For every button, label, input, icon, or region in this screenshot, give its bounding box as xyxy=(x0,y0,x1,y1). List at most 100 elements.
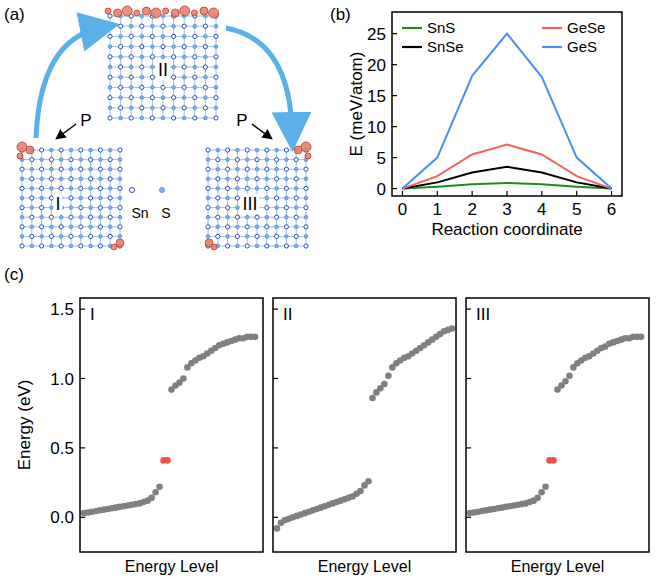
series-line xyxy=(402,145,611,189)
sn-atom xyxy=(275,177,279,181)
label-patch xyxy=(53,194,62,214)
legend-label: SnSe xyxy=(427,38,464,55)
s-atom xyxy=(30,187,34,191)
s-atom xyxy=(20,215,24,219)
plot-area xyxy=(467,334,645,517)
sn-atom xyxy=(20,206,24,210)
s-atom xyxy=(275,225,279,229)
sn-atom xyxy=(304,206,308,210)
energy-level-point xyxy=(562,378,569,385)
sn-atom xyxy=(265,244,269,248)
sn-atom xyxy=(226,148,230,152)
s-atom xyxy=(193,86,197,90)
sn-atom xyxy=(30,196,34,200)
s-atom xyxy=(50,148,54,152)
s-atom xyxy=(182,75,186,79)
sn-atom xyxy=(294,196,298,200)
s-atom xyxy=(285,235,289,239)
s-atom xyxy=(275,244,279,248)
s-atom xyxy=(69,206,73,210)
s-atom xyxy=(20,196,24,200)
sn-atom xyxy=(275,196,279,200)
s-atom xyxy=(236,167,240,171)
y-tick-label: 0 xyxy=(377,180,386,199)
sn-atom xyxy=(216,158,220,162)
s-atom xyxy=(108,86,112,90)
plot-frame xyxy=(392,12,622,196)
sn-atom xyxy=(235,177,239,181)
sn-atom xyxy=(255,234,259,238)
sn-atom xyxy=(294,215,298,219)
sn-atom xyxy=(108,215,112,219)
plot-frame xyxy=(273,298,456,552)
sn-atom xyxy=(129,116,133,120)
sn-atom xyxy=(182,106,186,110)
s-atom xyxy=(89,206,93,210)
energy-level-point xyxy=(369,395,376,402)
polarization-arrow xyxy=(60,124,76,136)
s-atom xyxy=(59,177,63,181)
sn-atom xyxy=(49,234,53,238)
s-atom xyxy=(216,148,220,152)
charge-density xyxy=(294,146,302,154)
sn-atom xyxy=(161,45,165,49)
transition-arrow xyxy=(36,28,100,138)
sn-atom xyxy=(140,85,144,89)
s-atom xyxy=(255,225,259,229)
sn-atom xyxy=(69,177,73,181)
sn-atom xyxy=(206,167,210,171)
sn-atom xyxy=(172,55,176,59)
sn-atom xyxy=(108,158,112,162)
sn-atom xyxy=(79,225,83,229)
atom-label: Sn xyxy=(131,205,148,221)
sn-atom xyxy=(161,106,165,110)
s-atom xyxy=(265,235,269,239)
sn-atom xyxy=(193,34,197,38)
sn-atom xyxy=(79,186,83,190)
sn-atom xyxy=(182,24,186,28)
sn-atom xyxy=(119,45,123,49)
s-atom xyxy=(108,206,112,210)
figure: (a)IIIIIIPPSnS(b)05101520250123456Reacti… xyxy=(0,0,659,585)
legend-swatch xyxy=(542,46,562,48)
charge-density xyxy=(105,8,111,14)
energy-level-point xyxy=(365,478,372,485)
atom-label: S xyxy=(161,205,170,221)
energy-level-point xyxy=(164,457,171,464)
s-atom xyxy=(40,177,44,181)
charge-density xyxy=(142,7,150,15)
energy-level-point xyxy=(566,372,573,379)
plot-area xyxy=(81,334,259,517)
sn-atom xyxy=(265,167,269,171)
sn-atom xyxy=(118,225,122,229)
sn-atom xyxy=(129,55,133,59)
y-tick-label: 15 xyxy=(367,87,386,106)
sn-atom xyxy=(172,75,176,79)
s-atom xyxy=(50,225,54,229)
charge-density xyxy=(114,9,122,17)
sn-atom xyxy=(40,244,44,248)
s-atom xyxy=(294,225,298,229)
s-atom xyxy=(119,116,123,120)
energy-level-point xyxy=(357,488,364,495)
s-atom xyxy=(40,158,44,162)
x-tick-label: 4 xyxy=(537,200,546,219)
s-atom xyxy=(285,158,289,162)
sn-atom xyxy=(304,225,308,229)
y-axis-title: Energy (eV) xyxy=(15,380,34,471)
s-atom xyxy=(214,65,218,69)
sn-atom xyxy=(108,14,112,18)
s-atom xyxy=(140,96,144,100)
s-atom xyxy=(118,177,122,181)
sn-atom xyxy=(245,167,249,171)
s-atom xyxy=(69,187,73,191)
sn-atom xyxy=(49,196,53,200)
s-atom xyxy=(214,106,218,110)
s-atom xyxy=(304,215,308,219)
sn-atom xyxy=(98,225,102,229)
sn-atom xyxy=(108,34,112,38)
s-atom xyxy=(99,177,103,181)
sn-atom xyxy=(182,85,186,89)
s-atom xyxy=(79,158,83,162)
s-atom xyxy=(245,215,249,219)
